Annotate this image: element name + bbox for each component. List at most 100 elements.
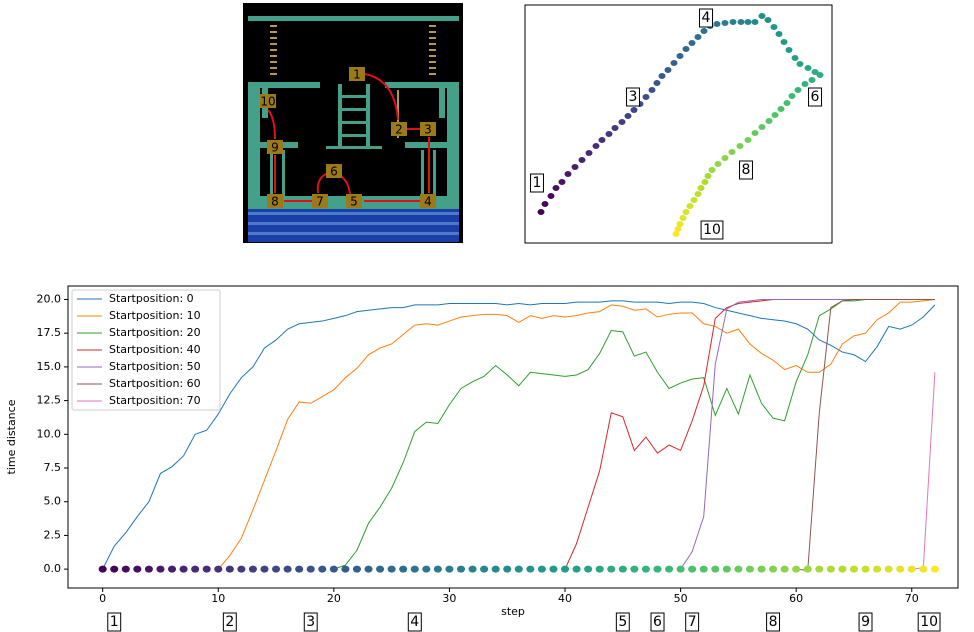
embedding-point <box>804 65 812 71</box>
step-marker <box>156 565 165 573</box>
embedding-point <box>728 149 736 155</box>
step-label-box <box>766 612 781 632</box>
step-marker <box>896 565 905 573</box>
x-tick-label: 10 <box>211 592 225 605</box>
embedding-point <box>537 209 545 215</box>
series-line <box>333 298 935 570</box>
step-label-box <box>858 612 873 632</box>
step-marker <box>907 565 916 573</box>
embedding-point <box>721 155 729 161</box>
step-label-text: 4 <box>410 614 419 630</box>
step-label: 7 <box>685 612 700 632</box>
embedding-point <box>729 19 737 25</box>
y-tick-label: 10.0 <box>37 427 62 440</box>
step-label: 3 <box>303 612 318 632</box>
step-marker <box>584 565 593 573</box>
step-marker <box>179 565 188 573</box>
step-marker <box>214 565 223 573</box>
embedding-point <box>704 173 712 179</box>
step-marker <box>826 565 835 573</box>
embedding-point <box>775 31 783 37</box>
embedding-point <box>694 34 702 40</box>
step-marker <box>549 565 558 573</box>
embedding-label: 10 <box>700 220 724 240</box>
embedding-point <box>701 179 709 185</box>
embedding: 1 3 4 6 8 10 <box>530 8 824 240</box>
game-label-text: 7 <box>316 195 324 209</box>
series-line <box>911 372 936 570</box>
y-tick-label: 7.5 <box>44 461 62 474</box>
step-label-box <box>650 612 665 632</box>
embedding-label: 6 <box>808 87 823 107</box>
step-marker <box>399 565 408 573</box>
embedding-point <box>736 143 744 149</box>
step-marker <box>630 565 639 573</box>
game-label: 7 <box>312 194 328 209</box>
step-marker <box>884 565 893 573</box>
embedding-label-box <box>700 220 724 240</box>
embedding-label: 1 <box>530 173 544 193</box>
step-marker <box>387 565 396 573</box>
step-marker <box>283 565 292 573</box>
step-marker <box>318 565 327 573</box>
embedding-point <box>737 19 745 25</box>
embedding-label-text: 4 <box>702 10 711 26</box>
step-marker <box>225 565 234 573</box>
series-line <box>217 298 935 570</box>
step-marker <box>468 565 477 573</box>
embedding-point <box>672 231 680 237</box>
step-label-box <box>107 612 122 632</box>
embedding-point <box>788 93 796 99</box>
step-label-text: 9 <box>861 614 870 630</box>
series-line <box>680 298 935 570</box>
embedding-point <box>676 53 684 59</box>
embedding-label: 4 <box>699 8 714 28</box>
embedding-point <box>714 161 722 167</box>
x-tick-label: 20 <box>327 592 341 605</box>
step-marker <box>422 565 431 573</box>
game-label: 6 <box>326 164 342 179</box>
game-label-text: 9 <box>271 141 279 155</box>
step-marker <box>595 565 604 573</box>
step-marker <box>838 565 847 573</box>
step-marker <box>607 565 616 573</box>
legend-label: Startposition: 20 <box>109 326 201 339</box>
embedding-label-box <box>699 8 714 28</box>
legend-label: Startposition: 60 <box>109 377 201 390</box>
embedding-point <box>808 77 816 83</box>
embedding-point <box>624 113 632 119</box>
game-label: 8 <box>267 194 283 209</box>
step-marker <box>237 565 246 573</box>
embedding-label-box <box>808 87 823 107</box>
step-marker <box>734 565 743 573</box>
embedding-label-text: 8 <box>742 162 751 178</box>
legend-label: Startposition: 10 <box>109 309 201 322</box>
step-marker <box>561 565 570 573</box>
step-marker <box>745 565 754 573</box>
embedding-point <box>816 72 824 78</box>
series-line <box>102 300 936 570</box>
game-label-box <box>346 194 362 208</box>
step-marker <box>341 565 350 573</box>
step-marker <box>410 565 419 573</box>
game-label-box <box>312 194 328 208</box>
step-marker <box>376 565 385 573</box>
y-tick-label: 17.5 <box>37 326 62 339</box>
step-marker <box>572 565 581 573</box>
step-marker <box>930 565 939 573</box>
legend-label: Startposition: 0 <box>109 292 194 305</box>
step-marker <box>641 565 650 573</box>
step-marker <box>676 565 685 573</box>
embedding-frame <box>524 4 833 244</box>
y-tick-label: 5.0 <box>44 495 62 508</box>
game-label-box <box>420 122 436 136</box>
game-label-box <box>391 122 407 136</box>
embedding-point <box>697 185 705 191</box>
step-marker <box>352 565 361 573</box>
step-marker <box>849 565 858 573</box>
step-marker <box>653 565 662 573</box>
line-chart: 0 10 20 30 40 50 60 70 0.0 2.5 5.0 7.5 10.0 12.5 15.0 1… <box>5 285 959 632</box>
embedding-point <box>682 46 690 52</box>
embedding-point <box>796 61 804 67</box>
step-label-text: 8 <box>769 614 778 630</box>
